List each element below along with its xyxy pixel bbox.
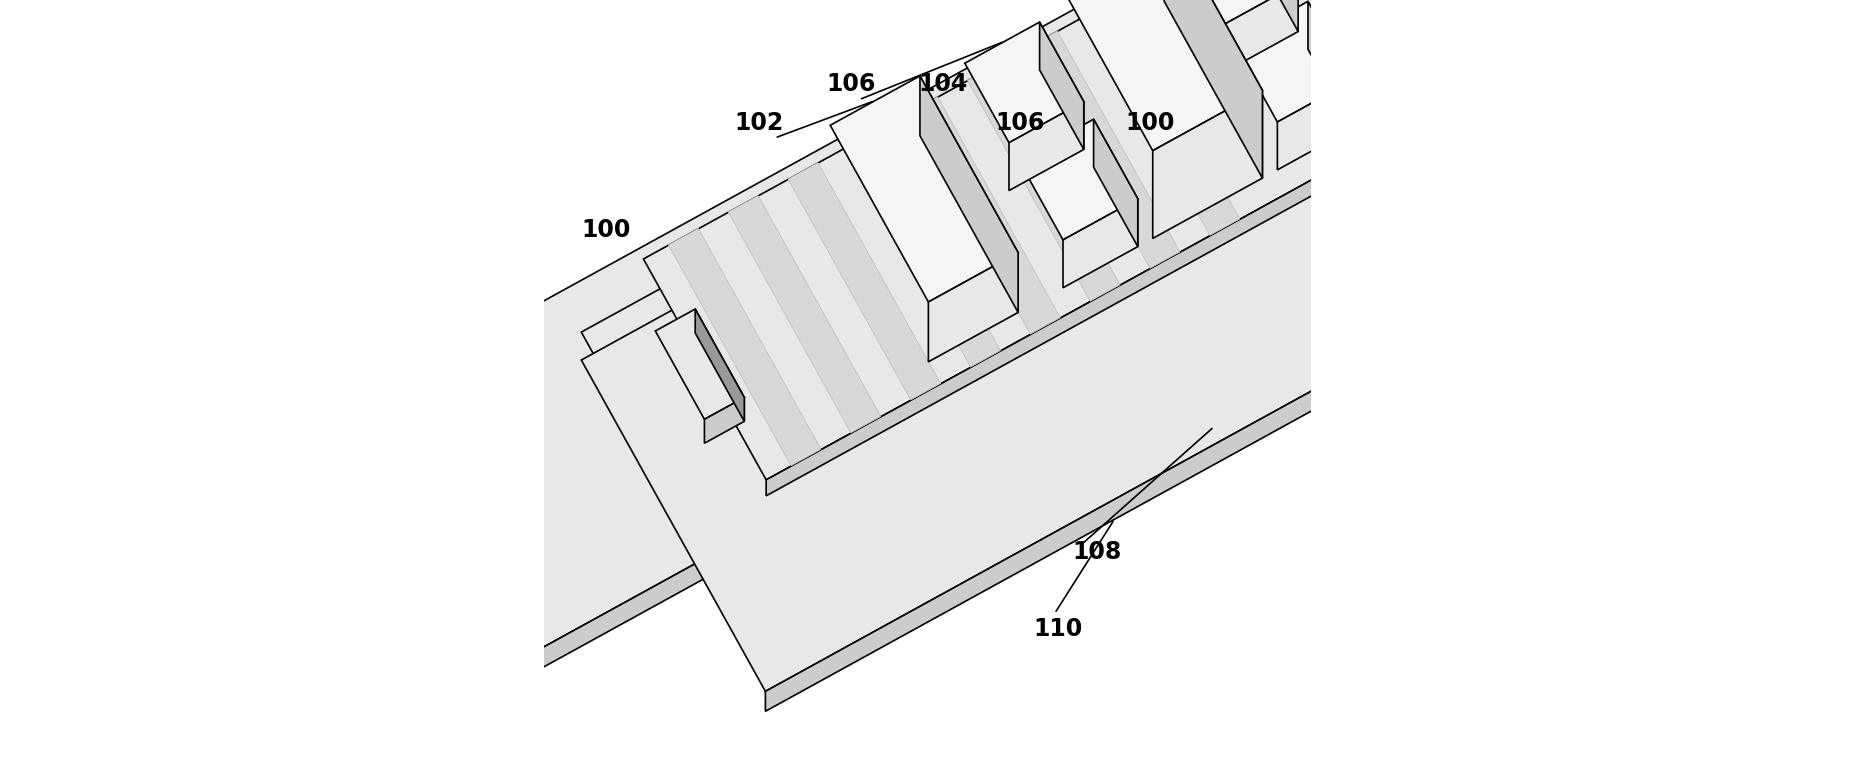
Polygon shape (377, 440, 475, 627)
Polygon shape (1178, 0, 1297, 25)
Polygon shape (1232, 2, 1352, 122)
Polygon shape (454, 617, 475, 638)
Polygon shape (764, 197, 1612, 683)
Polygon shape (1308, 2, 1352, 129)
Polygon shape (928, 252, 1018, 362)
Polygon shape (920, 76, 1018, 312)
Polygon shape (1063, 199, 1137, 288)
Polygon shape (581, 0, 1612, 691)
Text: 100: 100 (1126, 110, 1174, 135)
Polygon shape (764, 225, 1612, 711)
Polygon shape (332, 0, 1575, 683)
Polygon shape (848, 130, 1000, 367)
Polygon shape (1163, 0, 1261, 178)
Polygon shape (1039, 22, 1083, 150)
Polygon shape (1028, 31, 1180, 268)
Polygon shape (1452, 0, 1571, 25)
Text: 104: 104 (918, 72, 968, 97)
Polygon shape (705, 397, 744, 443)
Polygon shape (727, 196, 881, 433)
Polygon shape (966, 64, 1120, 301)
Polygon shape (1551, 14, 1571, 35)
Polygon shape (581, 0, 1612, 663)
Polygon shape (1222, 0, 1297, 73)
Text: 100: 100 (581, 218, 631, 242)
Text: 102: 102 (735, 110, 783, 135)
Polygon shape (907, 97, 1059, 334)
Polygon shape (788, 163, 940, 400)
Polygon shape (1018, 119, 1137, 240)
Polygon shape (1152, 91, 1261, 239)
Polygon shape (1276, 81, 1352, 170)
Polygon shape (1439, 0, 1564, 57)
Polygon shape (766, 41, 1564, 495)
Polygon shape (1009, 101, 1083, 190)
Polygon shape (1473, 0, 1571, 24)
Polygon shape (1428, 0, 1612, 217)
Text: 106: 106 (994, 110, 1044, 135)
Text: 110: 110 (1033, 617, 1083, 641)
Text: 108: 108 (1072, 540, 1120, 565)
Polygon shape (829, 76, 1018, 302)
Polygon shape (668, 229, 820, 466)
Polygon shape (479, 79, 1575, 703)
Polygon shape (696, 309, 744, 421)
Polygon shape (1054, 0, 1261, 150)
Polygon shape (644, 0, 1564, 480)
Text: 106: 106 (825, 72, 876, 97)
Polygon shape (965, 22, 1083, 143)
Polygon shape (1093, 119, 1137, 247)
Polygon shape (1254, 0, 1297, 31)
Polygon shape (1428, 0, 1612, 245)
Polygon shape (655, 309, 744, 420)
Polygon shape (1428, 0, 1575, 99)
Polygon shape (356, 440, 475, 628)
Polygon shape (1087, 0, 1239, 235)
